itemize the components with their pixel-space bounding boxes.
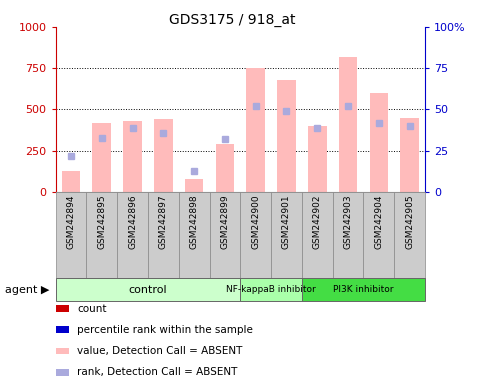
Text: count: count <box>77 304 107 314</box>
Text: PI3K inhibitor: PI3K inhibitor <box>333 285 394 295</box>
Bar <box>56 278 241 301</box>
Text: GSM242904: GSM242904 <box>374 195 384 249</box>
Bar <box>364 192 394 278</box>
Text: control: control <box>128 285 167 295</box>
Text: rank, Detection Call = ABSENT: rank, Detection Call = ABSENT <box>77 367 238 377</box>
Bar <box>92 122 111 192</box>
Bar <box>123 121 142 192</box>
Bar <box>148 192 179 278</box>
Bar <box>240 192 271 278</box>
Bar <box>185 179 203 192</box>
Bar <box>271 192 302 278</box>
Bar <box>339 56 357 192</box>
Bar <box>56 192 86 278</box>
Text: GSM242902: GSM242902 <box>313 195 322 249</box>
Bar <box>400 118 419 192</box>
Text: GSM242895: GSM242895 <box>97 195 106 249</box>
Text: GSM242894: GSM242894 <box>67 195 75 249</box>
Text: GSM242896: GSM242896 <box>128 195 137 249</box>
Text: GSM242900: GSM242900 <box>251 195 260 249</box>
Bar <box>302 278 425 301</box>
Bar <box>117 192 148 278</box>
Text: GDS3175 / 918_at: GDS3175 / 918_at <box>169 13 295 27</box>
Text: agent ▶: agent ▶ <box>5 285 49 295</box>
Bar <box>394 192 425 278</box>
Text: value, Detection Call = ABSENT: value, Detection Call = ABSENT <box>77 346 242 356</box>
Bar <box>246 68 265 192</box>
Bar <box>86 192 117 278</box>
Bar <box>179 192 210 278</box>
Bar <box>302 192 333 278</box>
Bar <box>210 192 240 278</box>
Bar <box>154 119 172 192</box>
Bar <box>240 278 302 301</box>
Bar <box>62 170 80 192</box>
Bar <box>215 144 234 192</box>
Bar <box>308 126 327 192</box>
Text: percentile rank within the sample: percentile rank within the sample <box>77 325 253 335</box>
Bar <box>277 80 296 192</box>
Text: GSM242899: GSM242899 <box>220 195 229 249</box>
Text: GSM242901: GSM242901 <box>282 195 291 249</box>
Text: NF-kappaB inhibitor: NF-kappaB inhibitor <box>226 285 316 295</box>
Text: GSM242897: GSM242897 <box>159 195 168 249</box>
Bar <box>333 192 364 278</box>
Text: GSM242905: GSM242905 <box>405 195 414 249</box>
Text: GSM242903: GSM242903 <box>343 195 353 249</box>
Bar <box>369 93 388 192</box>
Text: GSM242898: GSM242898 <box>190 195 199 249</box>
